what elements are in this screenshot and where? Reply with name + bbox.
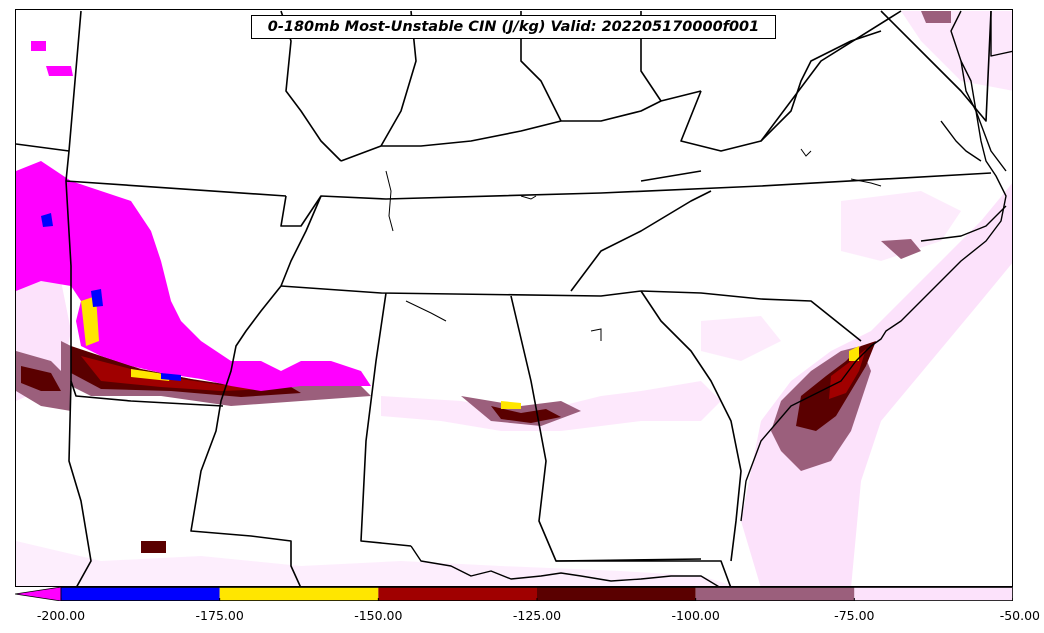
colorbar-bin-0 [61,587,220,601]
colorbar-tick-label: -150.00 [354,608,403,623]
cin-blue-area [41,213,181,381]
colorbar-tick-label: -125.00 [512,608,562,623]
colorbar-bin-3 [537,587,696,601]
map-title: 0-180mb Most-Unstable CIN (J/kg) Valid: … [251,15,776,39]
colorbar-tick-label: -200.00 [36,608,86,623]
state-boundaries [16,10,992,586]
map-panel [15,9,1013,587]
colorbar-tick-label: -75.00 [834,608,875,623]
lakes-rivers [385,148,882,341]
colorbar-bin-5 [854,587,1013,601]
colorbar [15,587,1013,601]
cin-map [16,10,1012,586]
coastlines [410,10,1012,586]
colorbar-tick-label: -100.00 [671,608,720,623]
colorbar-bin-4 [695,587,855,601]
colorbar-tick-label: -50.00 [999,608,1040,623]
colorbar-tick-label: -175.00 [195,608,244,623]
cin-magenta-area [16,41,371,391]
colorbar-bin-2 [378,587,537,601]
colorbar-bin-1 [219,587,379,601]
colorbar-under-arrow [15,587,62,601]
